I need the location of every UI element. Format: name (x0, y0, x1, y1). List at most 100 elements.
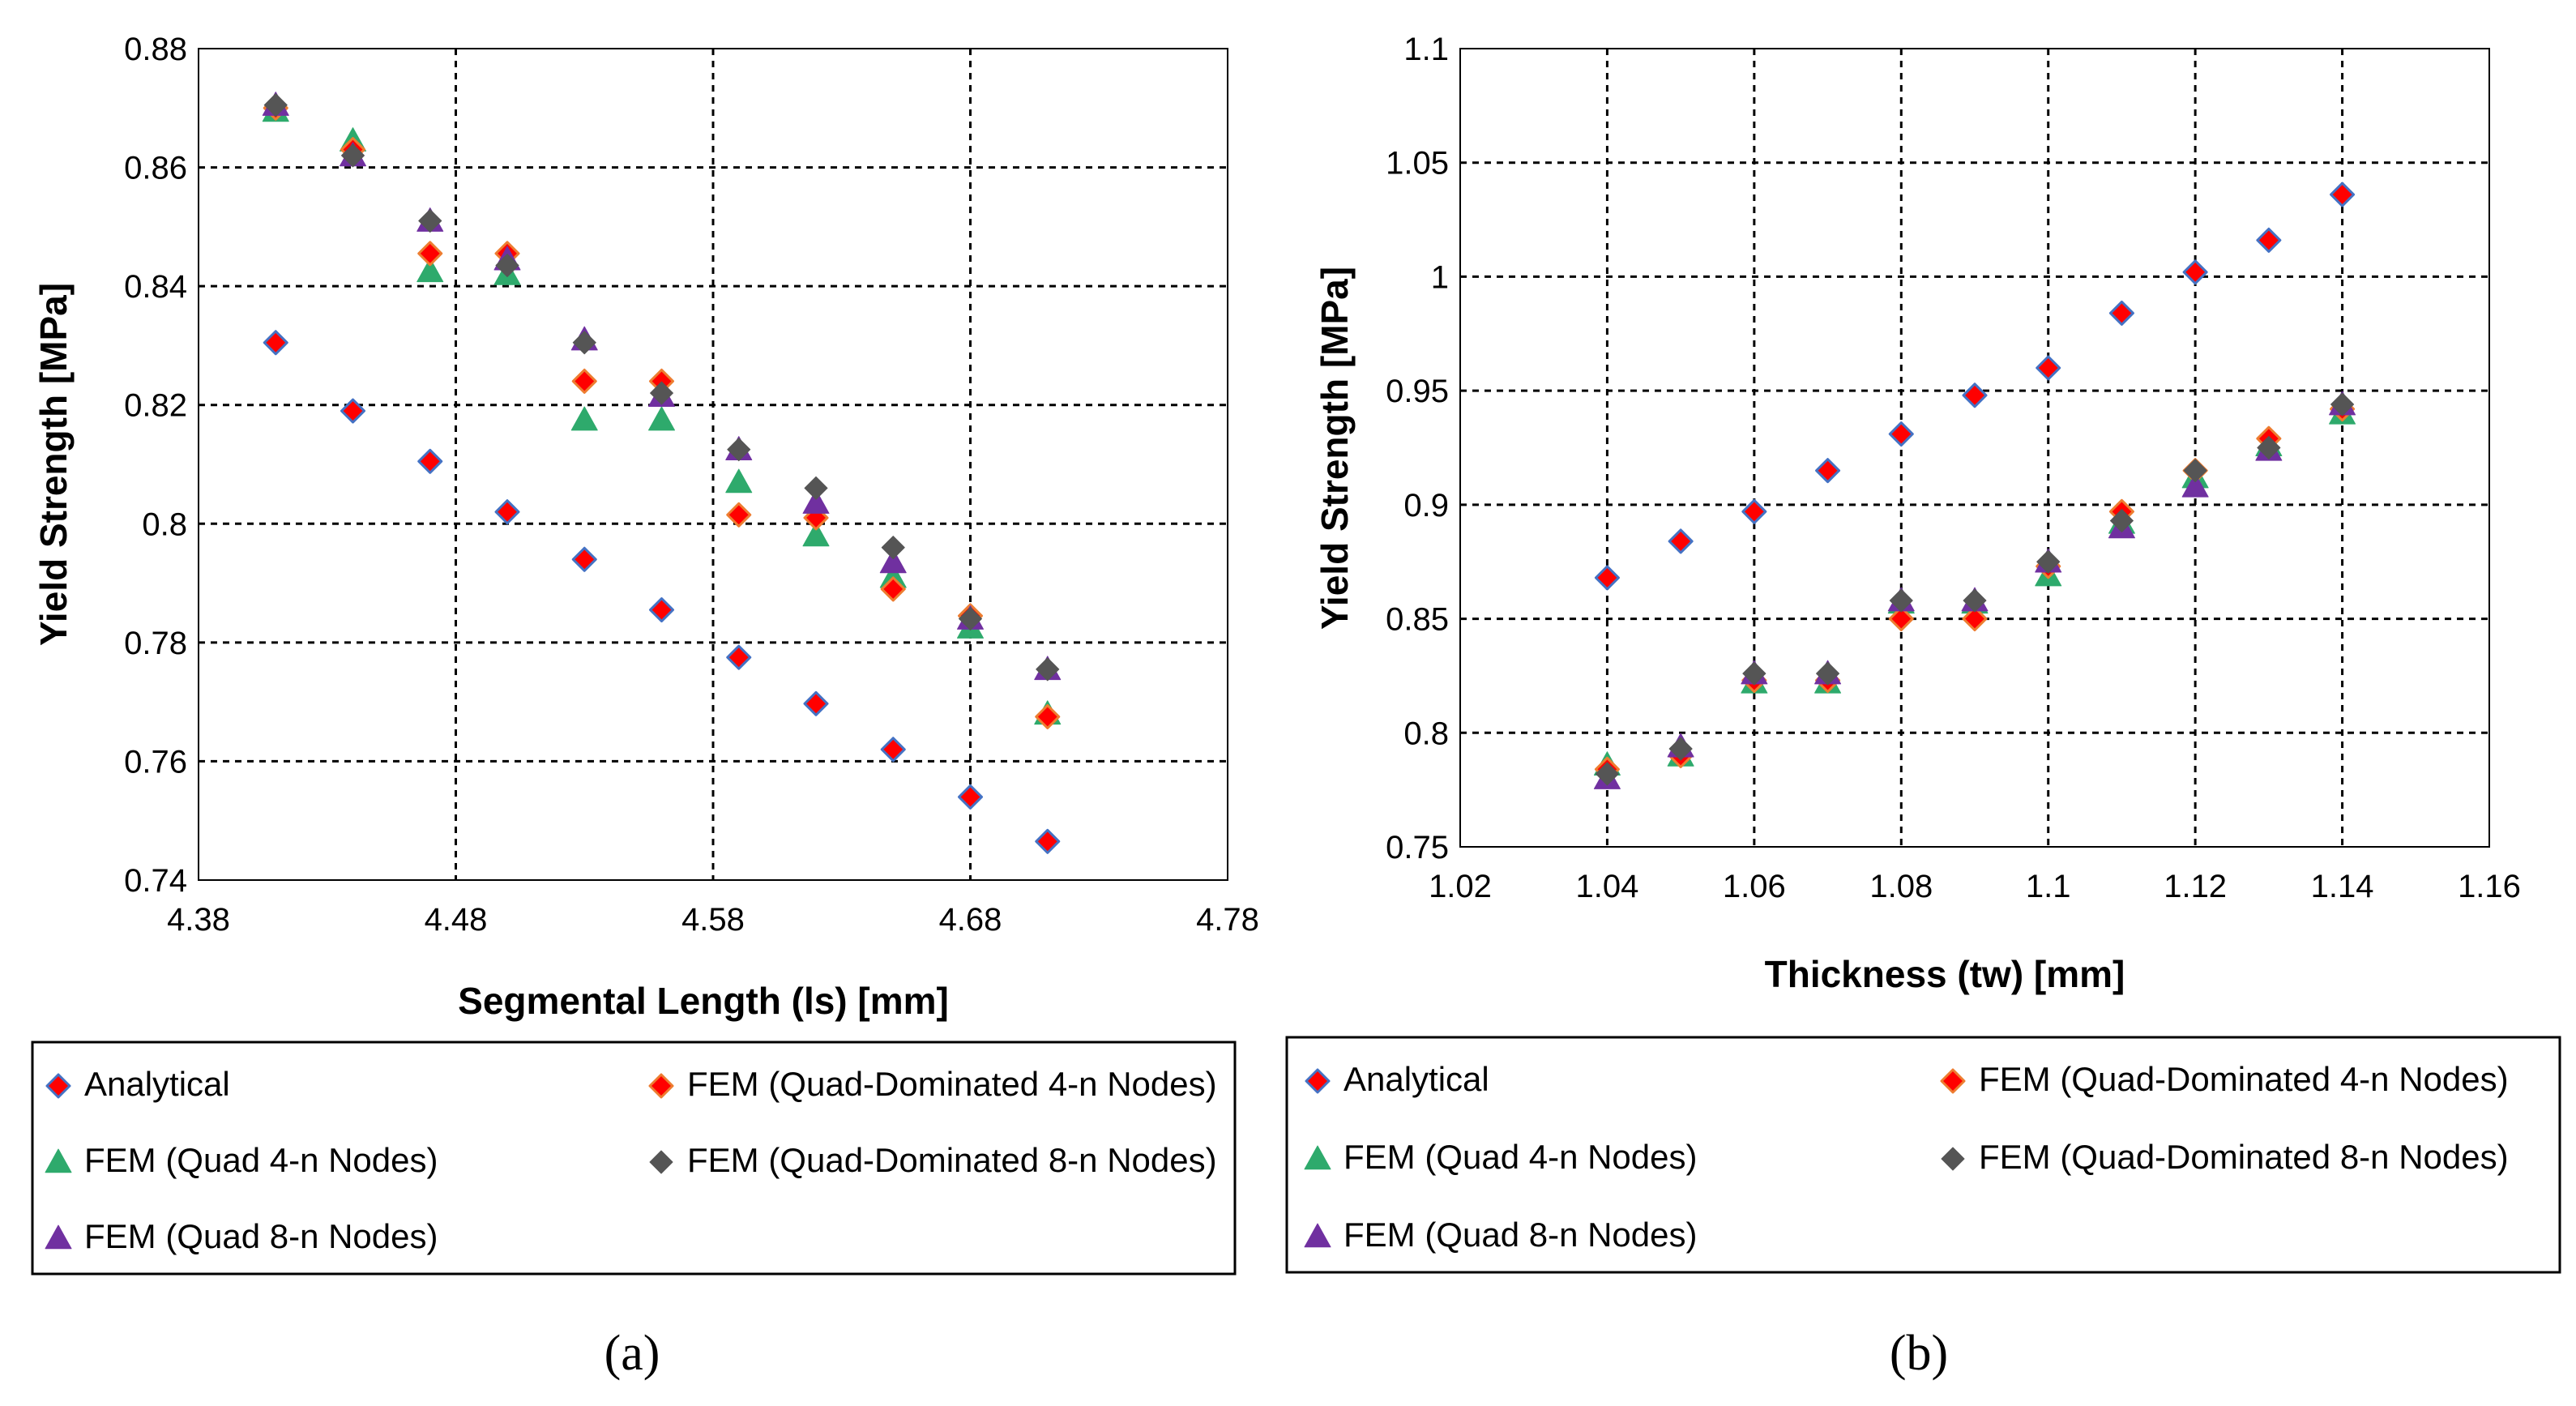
y-tick-label: 0.85 (1386, 602, 1449, 638)
x-tick-label: 4.48 (425, 902, 488, 938)
legend-label: FEM (Quad 4-n Nodes) (1344, 1138, 1698, 1176)
triangle-point (570, 406, 598, 431)
data-points (1593, 182, 2356, 789)
diamond-point (2108, 300, 2134, 326)
diamond-point (1962, 606, 1988, 632)
diamond-point (417, 241, 443, 267)
diamond-point (1963, 588, 1987, 613)
x-tick-label: 4.78 (1196, 902, 1259, 938)
chart-panel-a: 0.74 0.76 0.78 0.8 0.82 0.84 0.86 0.88 4.38 4.48… (31, 32, 1259, 1381)
triangle-point (802, 522, 830, 547)
legend-diamond-marker (45, 1073, 71, 1099)
x-tick-label: 1.1 (2026, 869, 2071, 904)
diamond-point (803, 690, 829, 716)
y-tick-label: 1.1 (1403, 32, 1449, 67)
data-points (262, 92, 1062, 854)
diamond-point (649, 597, 674, 623)
diamond-point (804, 476, 828, 500)
diamond-point (727, 438, 751, 462)
diamond-point (880, 576, 906, 602)
legend-diamond-marker (1941, 1147, 1965, 1171)
legend-diamond-marker (1305, 1068, 1331, 1094)
y-tick-label: 0.84 (124, 269, 187, 305)
diamond-point (2256, 227, 2282, 253)
y-tick-label: 0.86 (124, 151, 187, 186)
series-analytical (263, 330, 1061, 854)
triangle-marker-icon (45, 1148, 72, 1173)
grid-lines (199, 49, 1228, 880)
legend-item-fem-quad-dominated-4n: FEM (Quad-Dominated 4-n Nodes) (1940, 1060, 2509, 1098)
diamond-point (572, 331, 596, 355)
triangle-point (2181, 472, 2209, 498)
legend-label: Analytical (1344, 1060, 1489, 1098)
diamond-point (1035, 703, 1061, 729)
diamond-point (571, 546, 597, 572)
x-tick-label: 1.16 (2458, 869, 2521, 904)
diamond-point (1889, 588, 1913, 613)
legend-triangle-marker (1304, 1145, 1331, 1170)
diamond-point (340, 398, 365, 424)
diamond-point (1888, 421, 1914, 447)
panel-label-b: (b) (1890, 1326, 1948, 1381)
x-axis-title: Segmental Length (ls) [mm] (458, 980, 949, 1022)
legend-item-fem-quad-dominated-8n: FEM (Quad-Dominated 8-n Nodes) (1941, 1138, 2509, 1176)
legend-label: FEM (Quad-Dominated 8-n Nodes) (687, 1141, 1217, 1179)
y-tick-label: 1.05 (1386, 146, 1449, 182)
diamond-point (417, 448, 443, 474)
legend-label: FEM (Quad-Dominated 4-n Nodes) (687, 1065, 1217, 1103)
y-tick-label: 0.82 (124, 388, 187, 424)
plot-area-frame (198, 48, 1228, 881)
y-tick-label: 0.8 (1403, 716, 1449, 751)
triangle-point (802, 489, 830, 514)
x-tick-label: 1.14 (2311, 869, 2374, 904)
legend: Analytical FEM (Quad-Dominated 4-n Nodes… (1285, 1036, 2561, 1274)
legend-label: FEM (Quad 8-n Nodes) (1344, 1216, 1698, 1254)
y-tick-label: 0.9 (1403, 488, 1449, 524)
x-tick-label: 4.68 (939, 902, 1002, 938)
x-tick-label: 1.08 (1869, 869, 1933, 904)
legend-item-fem-quad-8n: FEM (Quad 8-n Nodes) (45, 1217, 438, 1255)
diamond-point (263, 93, 288, 118)
diamond-point (2036, 355, 2061, 381)
legend-label: FEM (Quad-Dominated 4-n Nodes) (1979, 1060, 2509, 1098)
legend-label: FEM (Quad-Dominated 8-n Nodes) (1979, 1138, 2509, 1176)
diamond-point (1816, 661, 1840, 686)
legend-diamond-marker (1940, 1068, 1966, 1094)
y-axis-ticks: 0.74 0.76 0.78 0.8 0.82 0.84 0.86 0.88 (124, 32, 187, 899)
diamond-point (263, 330, 288, 356)
diamond-point (2330, 182, 2356, 207)
series-analytical (1594, 182, 2356, 591)
legend-item-fem-quad-dominated-8n: FEM (Quad-Dominated 8-n Nodes) (649, 1141, 1217, 1179)
x-tick-label: 1.06 (1723, 869, 1786, 904)
diamond-point (1741, 498, 1767, 524)
diamond-marker-icon (648, 1073, 674, 1099)
x-tick-label: 1.04 (1575, 869, 1638, 904)
triangle-point (879, 549, 907, 574)
triangle-point (725, 468, 753, 494)
triangle-marker-icon (1304, 1145, 1331, 1170)
diamond-point (1036, 657, 1060, 682)
x-tick-label: 4.38 (167, 902, 230, 938)
triangle-point (417, 258, 444, 283)
diamond-point (1594, 565, 1620, 591)
diamond-point (1668, 737, 1693, 761)
legend-triangle-marker (45, 1224, 72, 1250)
grid-lines (1460, 49, 2489, 847)
series-fem_qd8 (1595, 392, 2355, 786)
diamond-point (1035, 828, 1061, 854)
x-tick-label: 1.02 (1429, 869, 1492, 904)
diamond-point (650, 381, 673, 405)
diamond-marker-icon (1940, 1068, 1966, 1094)
y-tick-label: 1 (1431, 259, 1449, 295)
legend-item-analytical: Analytical (1305, 1060, 1489, 1098)
plot-area-frame (1459, 48, 2490, 848)
x-tick-label: 4.58 (681, 902, 745, 938)
legend-diamond-marker (648, 1073, 674, 1099)
y-axis-title: Yield Strength [MPa] (1314, 267, 1356, 630)
legend-label: FEM (Quad 4-n Nodes) (84, 1141, 438, 1179)
legend-item-fem-quad-4n: FEM (Quad 4-n Nodes) (1304, 1138, 1698, 1176)
legend-item-fem-quad-dominated-4n: FEM (Quad-Dominated 4-n Nodes) (648, 1065, 1217, 1103)
x-tick-label: 1.12 (2164, 869, 2227, 904)
diamond-point (880, 737, 906, 763)
y-tick-label: 0.95 (1386, 374, 1449, 409)
